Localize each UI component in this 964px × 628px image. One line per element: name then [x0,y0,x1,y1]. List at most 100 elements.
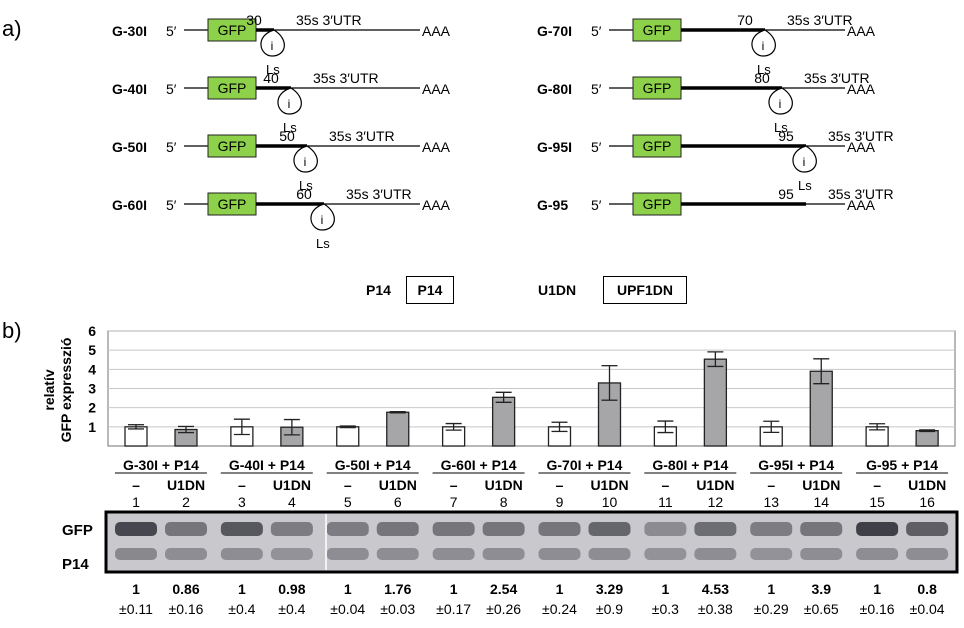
error-label: ±0.17 [436,601,471,617]
gfp-band [326,522,369,536]
treatment-label: U1DN [273,477,311,493]
error-label: ±0.11 [119,601,153,617]
value-label: 1 [661,581,669,597]
intron-label: i [288,97,291,111]
error-label: ±0.16 [169,601,204,617]
intron-loop [310,203,335,231]
p14-band [482,548,525,560]
construct-g-60i: G-60I 5′ GFP 60 35s 3′UTR AAA i Ls [112,186,451,251]
error-label: ±0.04 [910,601,945,617]
group-label: G-70I + P14 [546,457,622,473]
utr-label: 35s 3′UTR [296,12,362,28]
value-label: 3.9 [812,581,832,597]
lane-number: 16 [919,494,935,510]
gfp-band [115,522,157,536]
length-label: 80 [754,70,770,86]
lane-number: 7 [450,494,458,510]
five-prime-label: 5′ [591,139,602,155]
error-label: ±0.29 [754,601,789,617]
bar [491,396,516,447]
gfp-band [800,522,843,536]
p14-band [694,548,737,560]
intron-loop [293,145,318,173]
intron-label: i [762,39,765,53]
group-label: G-60I + P14 [441,457,517,473]
five-prime-label: 5′ [166,197,177,213]
polya-label: AAA [422,81,451,97]
p14-band [432,548,475,560]
utr-label: 35s 3′UTR [313,70,379,86]
gfp-band [270,522,313,536]
p14-band [538,548,581,560]
treatment-label: U1DN [908,477,946,493]
intron-label: i [321,213,324,227]
treatment-label: U1DN [379,477,417,493]
legend-upf1dn-box: UPF1DN [603,276,687,304]
p14-band [750,548,793,560]
lane-number: 6 [394,494,402,510]
lane-number: 3 [238,494,246,510]
value-label: 0.86 [172,581,199,597]
polya-label: AAA [847,197,876,213]
lane-number: 4 [288,494,296,510]
gfp-label: GFP [218,80,247,96]
gfp-band [694,522,737,536]
panel-a-label: a) [2,16,22,41]
construct-g-40i: G-40I 5′ GFP 40 35s 3′UTR AAA i Ls [112,70,451,135]
bar [124,426,148,447]
length-label: 40 [263,70,279,86]
construct-name: G-30I [112,23,147,39]
y-axis-label-line1: relatív [41,369,57,410]
treatment-label: – [238,477,246,493]
gfp-band [856,522,899,536]
polya-label: AAA [847,23,876,39]
y-tick-label: 2 [88,400,96,416]
bar [703,358,728,447]
error-label: ±0.3 [652,601,679,617]
gfp-label: GFP [218,22,247,38]
treatment-label: – [132,477,140,493]
legend-u1dn-label: U1DN [538,282,577,298]
treatment-label: – [556,477,564,493]
value-label: 0.8 [917,581,937,597]
intron-loop [260,29,285,57]
group-label: G-80I + P14 [652,457,728,473]
group-label: G-30I + P14 [123,457,199,473]
group-label: G-95 + P14 [866,457,938,473]
intron-loop [751,29,776,57]
value-label: 4.53 [702,581,729,597]
five-prime-label: 5′ [591,81,602,97]
gel-p14-label: P14 [62,556,89,573]
treatment-label: U1DN [485,477,523,493]
treatment-label: U1DN [590,477,628,493]
y-tick-label: 4 [88,361,96,377]
error-label: ±0.26 [486,601,521,617]
length-label: 50 [279,128,295,144]
length-label: 60 [296,186,312,202]
gfp-label: GFP [643,138,672,154]
lane-number: 13 [763,494,779,510]
value-label: 0.98 [278,581,305,597]
p14-band [906,548,949,560]
p14-band [326,548,369,560]
error-label: ±0.4 [278,601,305,617]
gfp-band [432,522,475,536]
ls-label: Ls [316,236,330,251]
error-label: ±0.04 [330,601,365,617]
value-label: 3.29 [596,581,623,597]
construct-name: G-70I [537,23,572,39]
lane-number: 9 [556,494,564,510]
gfp-label: GFP [643,196,672,212]
p14-band [800,548,843,560]
lane-number: 8 [500,494,508,510]
p14-band [644,548,687,560]
five-prime-label: 5′ [591,197,602,213]
ls-label: Ls [774,120,788,135]
treatment-label: U1DN [802,477,840,493]
utr-label: 35s 3′UTR [346,186,412,202]
bar [915,430,939,447]
